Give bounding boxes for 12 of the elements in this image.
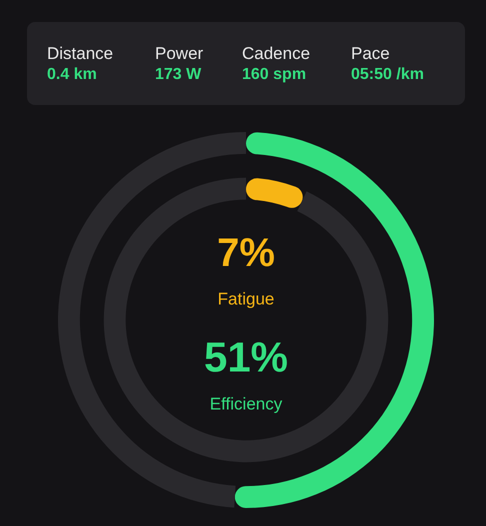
data-label: 7%: [217, 231, 275, 276]
text: 05:50 /km: [351, 66, 424, 83]
data-label: 51%: [204, 334, 288, 381]
category-label: Cadence: [242, 43, 310, 64]
category-label: Pace: [351, 43, 391, 64]
slice-label: Efficiency: [210, 394, 283, 414]
slice-label: Fatigue: [218, 290, 274, 309]
category-label: Power: [155, 43, 204, 64]
text: 160 spm: [242, 66, 306, 83]
text: 0.4 km: [47, 66, 97, 83]
text: 173 W: [155, 66, 202, 83]
category-label: Distance: [47, 43, 114, 64]
